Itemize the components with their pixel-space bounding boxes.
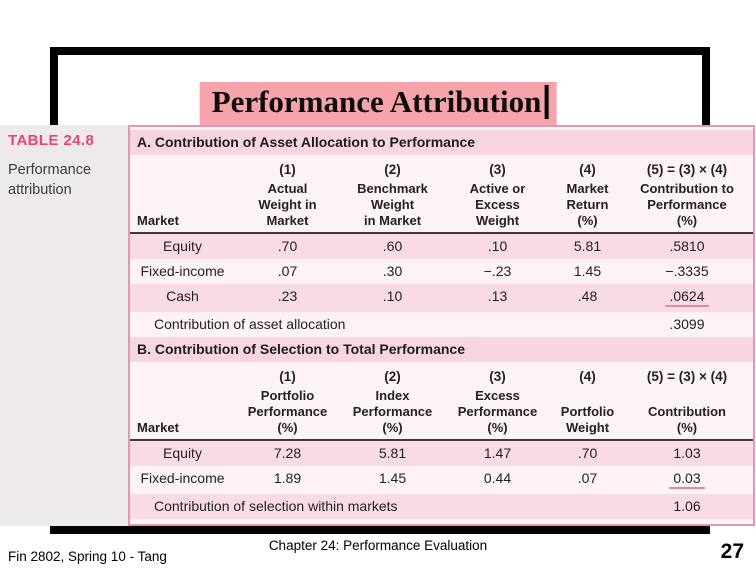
text-cursor (544, 85, 549, 119)
column-header-cell: Index Performance (%) (352, 388, 433, 435)
column-number-cell: (5) = (3) × (4) (646, 162, 728, 177)
total-value: .3099 (669, 316, 705, 332)
column-header-cell: Active or Excess Weight (469, 181, 526, 228)
attribution-table: A. Contribution of Asset Allocation to P… (128, 125, 755, 526)
page-number: 27 (720, 540, 744, 563)
table-cell: .13 (487, 288, 508, 304)
table-cell: .07 (277, 263, 298, 279)
column-header-cell: Contribution (%) (648, 404, 726, 435)
total-value: 1.06 (673, 498, 701, 514)
table-cell: .10 (487, 238, 508, 254)
table-cell: .5810 (669, 238, 705, 254)
table-cell: .60 (382, 238, 403, 254)
column-number-cell: (3) (489, 162, 506, 177)
column-number-cell: (2) (384, 162, 401, 177)
table-row: Fixed-income .07 .30 −.23 1.45 −.3335 (130, 259, 753, 284)
table-cell: Equity (163, 238, 202, 254)
total-row: Contribution of selection within markets… (130, 494, 753, 519)
column-headers-row: Market Actual Weight in Market Benchmark W… (130, 181, 753, 234)
table-cell: 0.44 (483, 470, 512, 486)
column-number-cell: (2) (384, 369, 401, 384)
table-cell: −.3335 (665, 263, 709, 279)
table-row: Equity 7.28 5.81 1.47 .70 1.03 (130, 441, 753, 466)
table-cell: 0.03 (625, 466, 749, 494)
table-cell: 1.47 (483, 445, 512, 461)
table-cell: .0624 (625, 284, 749, 312)
column-headers-row: Market Portfolio Performance (%) Index Per… (130, 388, 753, 441)
column-number-cell: (5) = (3) × (4) (646, 369, 728, 384)
column-numbers-row: (1) (2) (3) (4) (5) = (3) × (4) (130, 362, 753, 388)
slide-title: Performance Attribution (211, 84, 542, 119)
footer-course: Fin 2802, Spring 10 - Tang (8, 549, 167, 564)
column-number-cell (130, 155, 235, 181)
table-cell: 7.28 (273, 445, 302, 461)
table-cell: 5.81 (573, 238, 602, 254)
underlined-value: 0.03 (669, 470, 705, 489)
table-cell: .70 (577, 445, 598, 461)
table-side-panel: TABLE 24.8 Performance attribution (0, 125, 128, 526)
section-title-a: A. Contribution of Asset Allocation to P… (130, 130, 753, 155)
column-numbers-row: (1) (2) (3) (4) (5) = (3) × (4) (130, 155, 753, 181)
column-header-cell: Excess Performance (%) (457, 388, 538, 435)
total-row: Contribution of asset allocation .3099 (130, 312, 753, 337)
underlined-value: .0624 (665, 288, 709, 307)
table-cell: .07 (577, 470, 598, 486)
column-number-cell: (1) (279, 162, 296, 177)
table-cell: 1.89 (273, 470, 302, 486)
table-cell: Equity (163, 445, 202, 461)
table-cell: .23 (277, 288, 298, 304)
table-cell: Fixed-income (140, 470, 225, 486)
table-cell: .10 (382, 288, 403, 304)
slide-title-box[interactable]: Performance Attribution (199, 82, 557, 125)
column-number-cell: (4) (579, 369, 596, 384)
total-label: Contribution of selection within markets (154, 498, 398, 514)
table-cell: 1.03 (673, 445, 701, 461)
table-row: Fixed-income 1.89 1.45 0.44 .07 0.03 (130, 466, 753, 494)
table-row: Equity .70 .60 .10 5.81 .5810 (130, 234, 753, 259)
column-header-cell: Portfolio Weight (560, 404, 615, 435)
column-number-cell: (4) (579, 162, 596, 177)
column-number-cell (130, 362, 235, 388)
column-header-cell: Benchmark Weight in Market (357, 181, 428, 228)
table-cell: .70 (277, 238, 298, 254)
table-cell: Fixed-income (140, 263, 225, 279)
table-label: TABLE 24.8 (8, 132, 95, 149)
table-cell: Cash (166, 288, 199, 304)
table-cell: 1.45 (573, 263, 602, 279)
total-label: Contribution of asset allocation (154, 316, 346, 332)
column-header-cell: Actual Weight in Market (258, 181, 317, 228)
table-cell: .30 (382, 263, 403, 279)
table-caption: Performance attribution (8, 162, 92, 198)
table-cell: 5.81 (378, 445, 407, 461)
column-number-cell: (1) (279, 369, 296, 384)
table-cell: 1.45 (378, 470, 407, 486)
column-header-cell: Contribution to Performance (%) (640, 181, 734, 228)
table-cell: .48 (577, 288, 598, 304)
textbook-table-image[interactable]: TABLE 24.8 Performance attribution A. Co… (0, 125, 755, 526)
column-header-cell: Market (137, 213, 179, 228)
section-title-b: B. Contribution of Selection to Total Pe… (130, 337, 753, 362)
table-row: Cash .23 .10 .13 .48 .0624 (130, 284, 753, 312)
footer-chapter: Chapter 24: Performance Evaluation (268, 538, 488, 553)
table-cell: −.23 (483, 263, 512, 279)
column-header-cell: Market (137, 420, 179, 435)
column-header-cell: Market Return (%) (566, 181, 609, 228)
column-number-cell: (3) (489, 369, 506, 384)
column-header-cell: Portfolio Performance (%) (247, 388, 328, 435)
